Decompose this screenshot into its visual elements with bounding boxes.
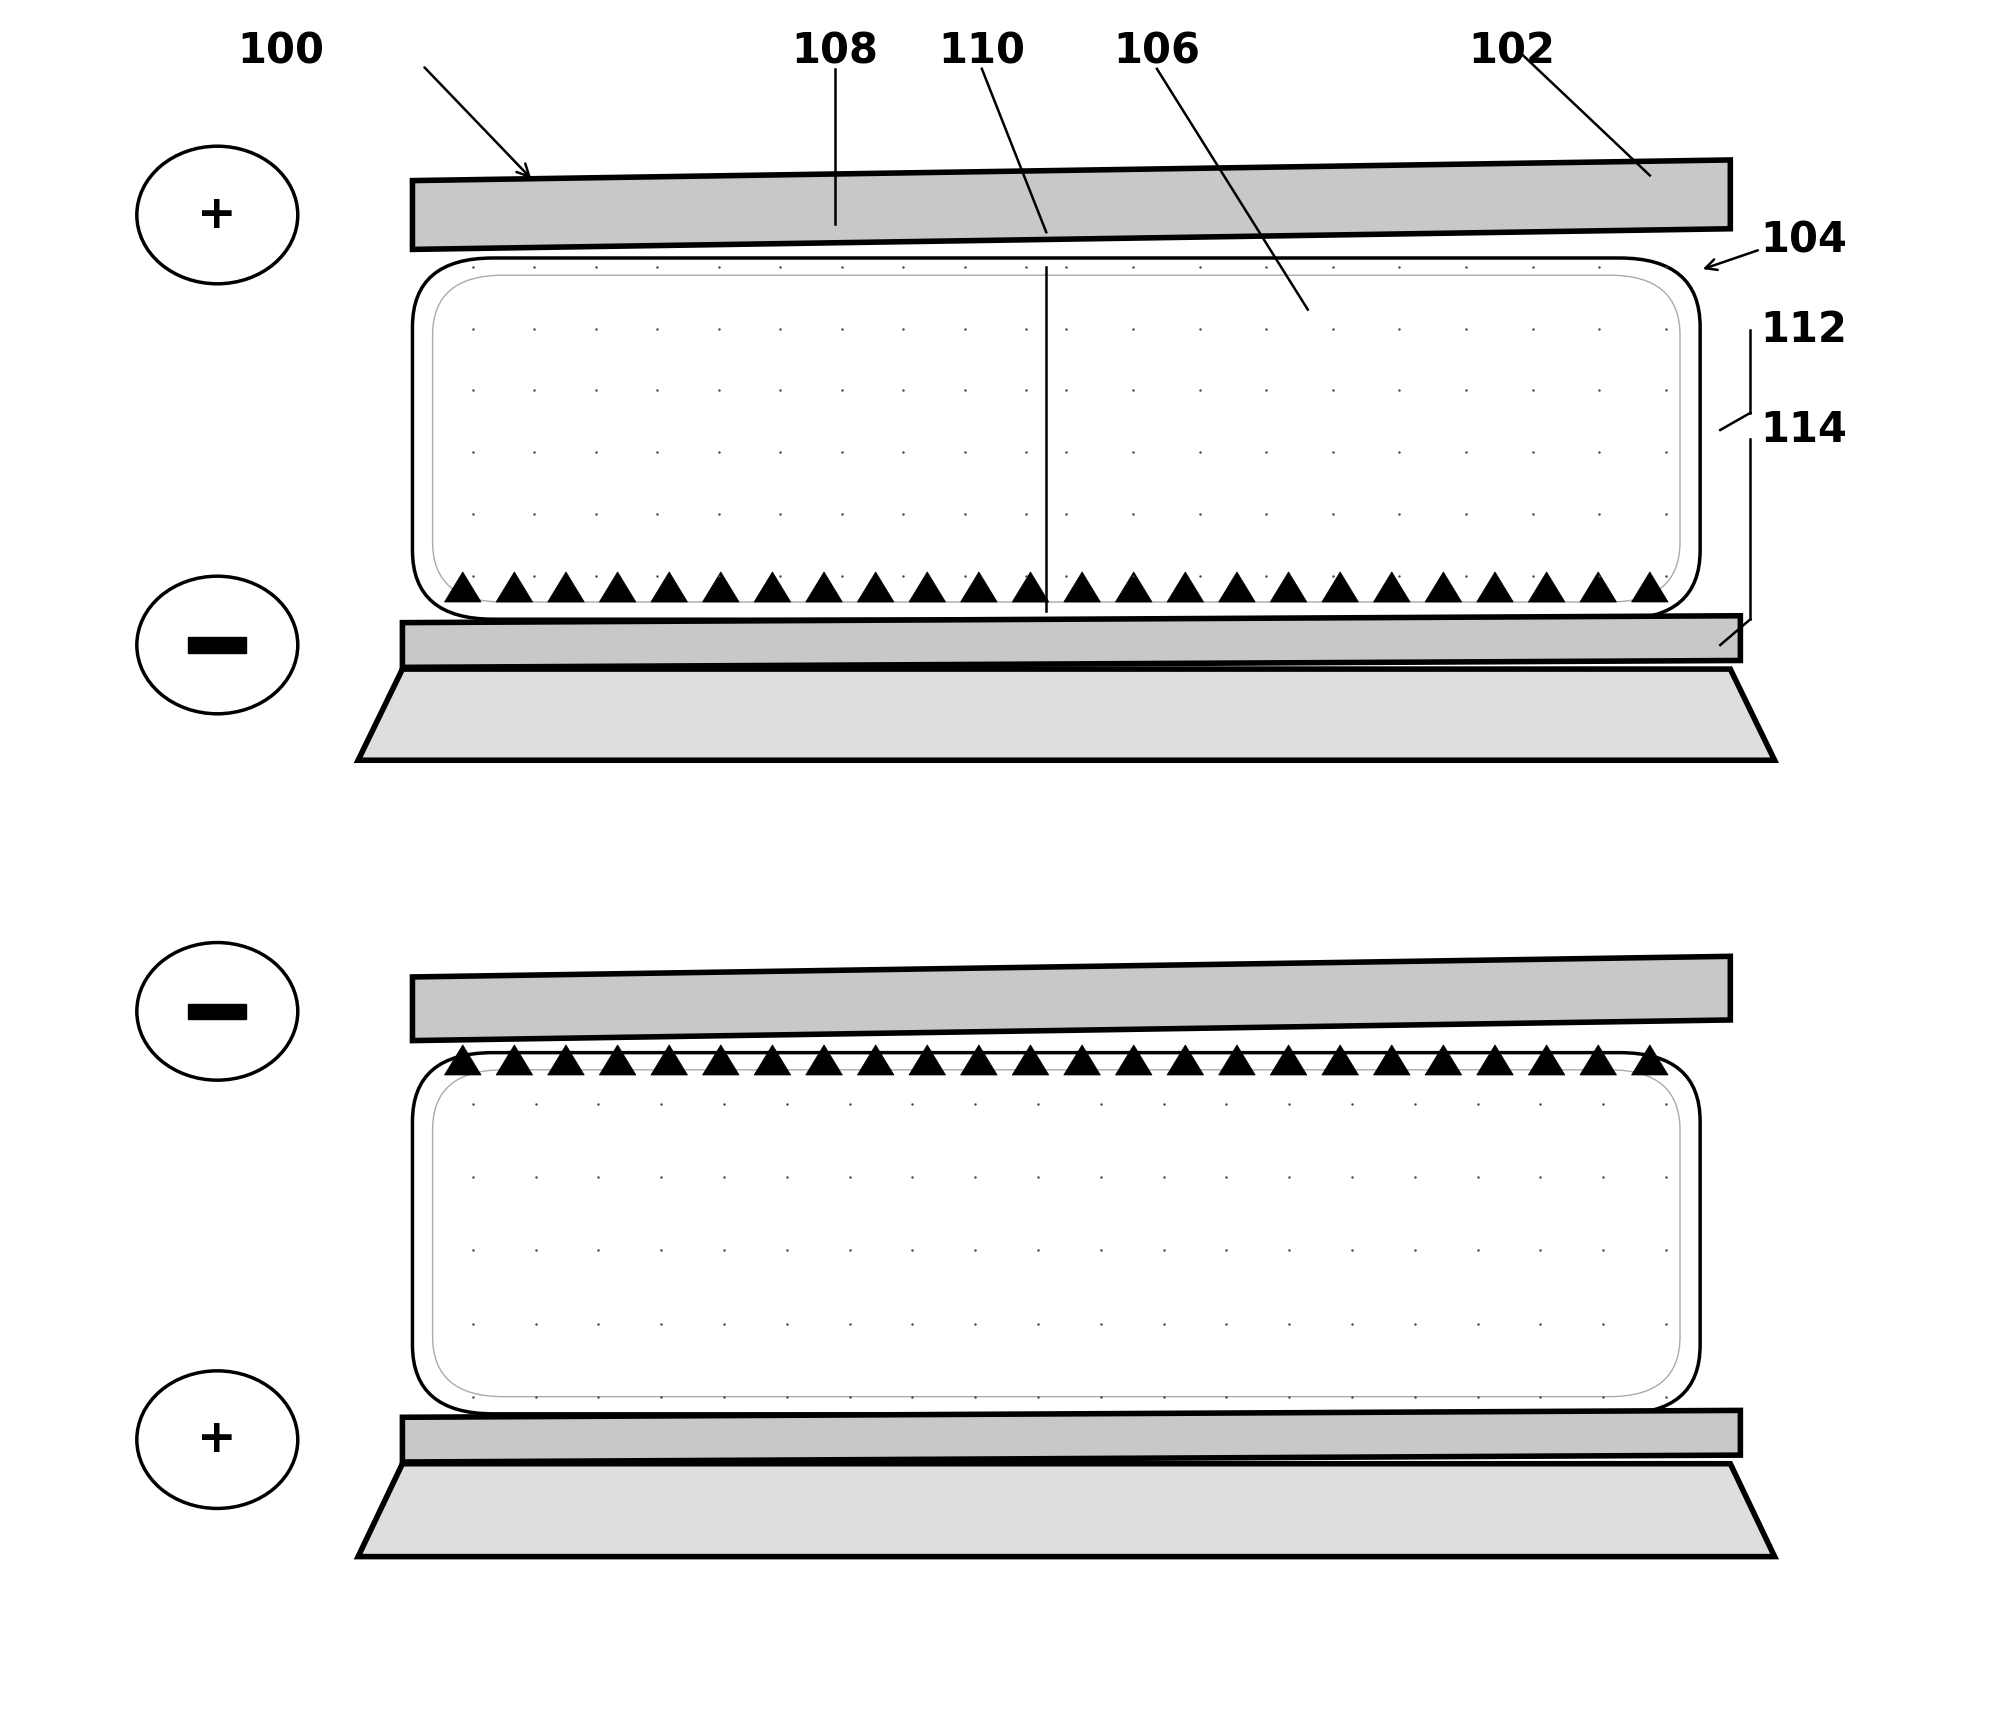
Text: 100: 100	[237, 31, 324, 72]
Polygon shape	[1374, 571, 1410, 602]
Polygon shape	[1322, 1044, 1358, 1075]
Text: 108: 108	[791, 31, 879, 72]
Polygon shape	[1579, 1044, 1616, 1075]
Text: 106: 106	[1113, 31, 1201, 72]
Polygon shape	[1012, 571, 1048, 602]
Text: 102: 102	[1469, 31, 1555, 72]
Text: 104: 104	[1760, 220, 1847, 261]
Text: +: +	[197, 193, 237, 237]
Circle shape	[137, 1371, 298, 1508]
Circle shape	[137, 576, 298, 714]
Polygon shape	[1012, 1044, 1048, 1075]
Polygon shape	[445, 571, 481, 602]
Polygon shape	[1064, 1044, 1101, 1075]
Bar	[189, 638, 245, 652]
Polygon shape	[1219, 571, 1255, 602]
Polygon shape	[600, 1044, 636, 1075]
Polygon shape	[857, 1044, 893, 1075]
Polygon shape	[1115, 1044, 1153, 1075]
FancyBboxPatch shape	[433, 1070, 1680, 1397]
Polygon shape	[652, 1044, 688, 1075]
Polygon shape	[1064, 571, 1101, 602]
Polygon shape	[652, 571, 688, 602]
Polygon shape	[857, 571, 893, 602]
Polygon shape	[805, 571, 843, 602]
Polygon shape	[1529, 1044, 1565, 1075]
Polygon shape	[1477, 571, 1513, 602]
Polygon shape	[805, 1044, 843, 1075]
Polygon shape	[1529, 571, 1565, 602]
Polygon shape	[1424, 571, 1461, 602]
Text: +: +	[197, 1417, 237, 1462]
Polygon shape	[412, 160, 1730, 249]
Polygon shape	[702, 1044, 738, 1075]
Polygon shape	[402, 616, 1740, 667]
Polygon shape	[412, 956, 1730, 1041]
Polygon shape	[909, 1044, 946, 1075]
Polygon shape	[1167, 571, 1203, 602]
Polygon shape	[960, 571, 998, 602]
FancyBboxPatch shape	[433, 275, 1680, 602]
Circle shape	[137, 146, 298, 284]
FancyBboxPatch shape	[412, 1053, 1700, 1414]
Polygon shape	[497, 1044, 533, 1075]
Text: 114: 114	[1760, 409, 1847, 451]
Text: 110: 110	[938, 31, 1026, 72]
Circle shape	[137, 943, 298, 1080]
Polygon shape	[497, 571, 533, 602]
Polygon shape	[702, 571, 738, 602]
Polygon shape	[1167, 1044, 1203, 1075]
Polygon shape	[1632, 1044, 1668, 1075]
Polygon shape	[358, 669, 1775, 760]
Polygon shape	[1579, 571, 1616, 602]
Polygon shape	[547, 571, 583, 602]
Polygon shape	[445, 1044, 481, 1075]
Polygon shape	[1270, 1044, 1308, 1075]
Polygon shape	[600, 571, 636, 602]
Polygon shape	[754, 571, 791, 602]
Polygon shape	[909, 571, 946, 602]
Polygon shape	[1219, 1044, 1255, 1075]
Polygon shape	[547, 1044, 583, 1075]
Polygon shape	[1632, 571, 1668, 602]
Polygon shape	[1115, 571, 1153, 602]
Polygon shape	[358, 1464, 1775, 1557]
Polygon shape	[1322, 571, 1358, 602]
Polygon shape	[754, 1044, 791, 1075]
Bar	[189, 1004, 245, 1018]
Polygon shape	[1270, 571, 1308, 602]
FancyBboxPatch shape	[412, 258, 1700, 619]
Polygon shape	[1374, 1044, 1410, 1075]
Polygon shape	[1477, 1044, 1513, 1075]
Polygon shape	[402, 1410, 1740, 1462]
Polygon shape	[1424, 1044, 1461, 1075]
Text: 112: 112	[1760, 310, 1847, 351]
Polygon shape	[960, 1044, 998, 1075]
